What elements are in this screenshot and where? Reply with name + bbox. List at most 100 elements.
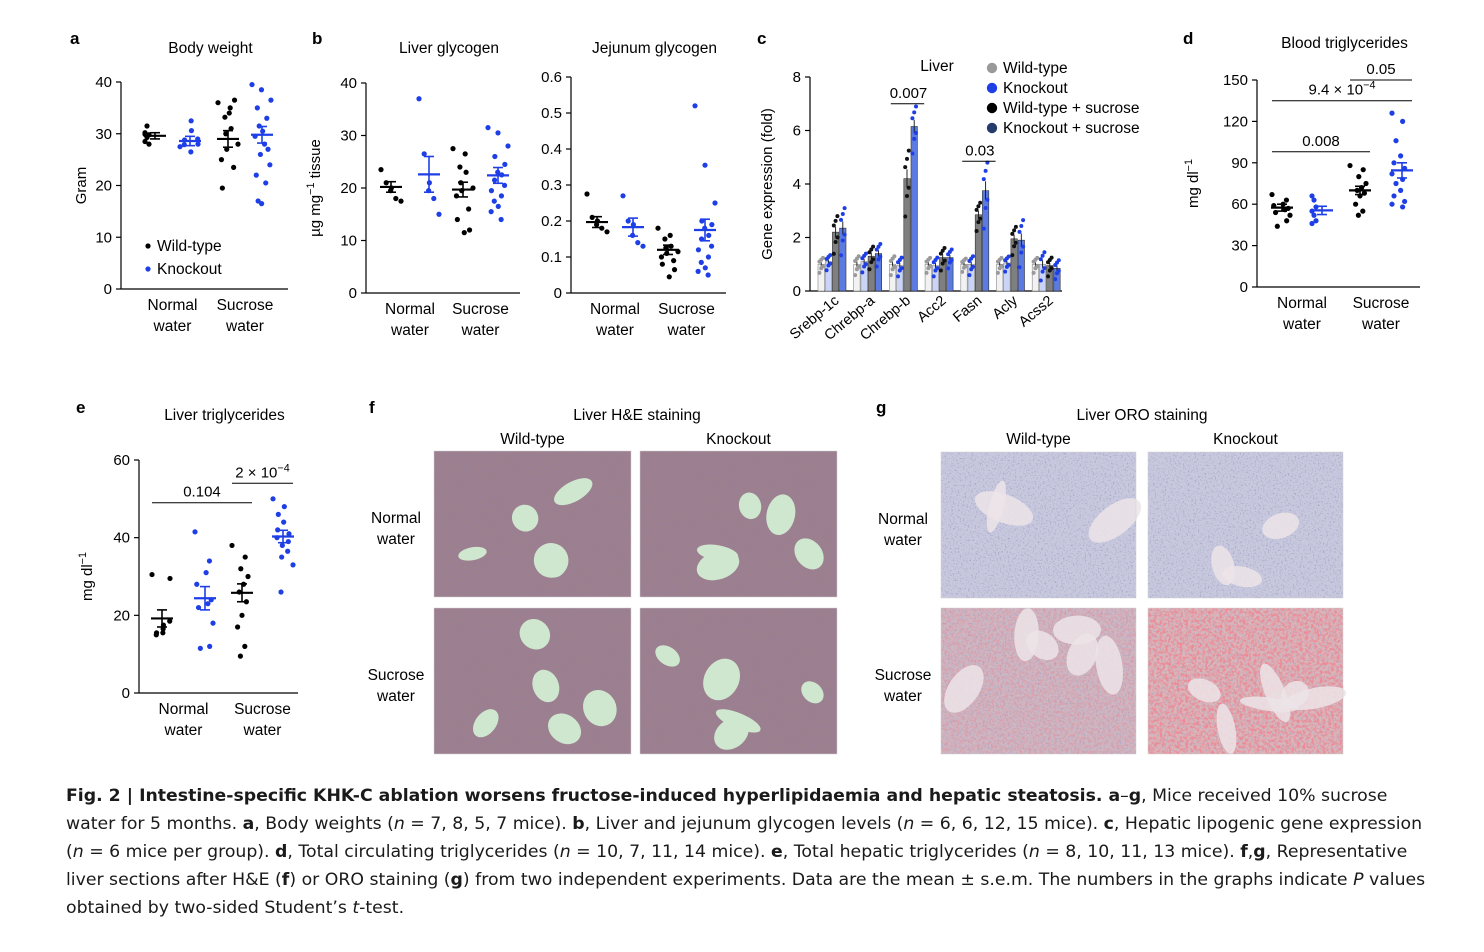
data-point: [1389, 201, 1395, 207]
data-point: [974, 207, 979, 212]
data-point: [495, 130, 501, 136]
data-point: [659, 261, 665, 267]
lipid-droplets: [1148, 608, 1343, 754]
y-tick-label: 0.1: [541, 249, 562, 266]
column-label: Knockout: [1213, 431, 1278, 448]
data-point: [160, 630, 166, 636]
data-point: [436, 211, 442, 217]
data-point: [878, 254, 883, 259]
data-point: [258, 87, 265, 93]
data-point: [1040, 269, 1045, 274]
data-point: [924, 270, 929, 275]
panel-b2: 0 0.1 0.2 0.3 0.4 0.5 0.6 Jejunum glycogen Norma…: [541, 40, 726, 339]
data-point: [265, 146, 271, 152]
data-point: [938, 268, 943, 273]
data-point: [840, 238, 845, 243]
vessel-lumen: [554, 478, 593, 506]
data-point: [817, 270, 822, 275]
tissue-texture: [640, 451, 837, 597]
group-label: water: [667, 322, 706, 339]
data-point: [835, 214, 840, 219]
y-tick-label: 40: [95, 74, 112, 91]
chart-title: Jejunum glycogen: [592, 40, 717, 57]
caption-segment: ) from two independent experiments. Data…: [462, 870, 1354, 890]
series-wild_type-0: [142, 123, 166, 147]
p-value-label: 0.007: [890, 85, 928, 102]
data-point: [229, 542, 235, 549]
chart-title: Blood triglycerides: [1281, 35, 1408, 52]
data-point: [1035, 264, 1040, 269]
data-point: [960, 269, 965, 274]
data-point: [235, 141, 241, 147]
data-point: [892, 254, 897, 259]
vessel-lumen: [519, 618, 551, 650]
data-point: [1053, 277, 1058, 282]
p-value-label: 2 × 10−4: [235, 462, 289, 481]
vessel-lumen: [1260, 663, 1291, 723]
y-axis-label: mg dl−1: [1183, 159, 1202, 208]
group-label: Sucrose: [658, 301, 715, 318]
micrograph-f-1-0: [433, 607, 632, 755]
data-point: [828, 261, 833, 266]
data-point: [259, 201, 265, 207]
group-label: water: [595, 322, 634, 339]
data-point: [279, 542, 285, 549]
data-point: [999, 255, 1004, 260]
data-point: [498, 216, 504, 223]
data-point: [863, 251, 868, 256]
data-point: [1019, 250, 1024, 255]
series-wild_type-1: [215, 97, 241, 191]
vessel-lumen: [1014, 608, 1039, 662]
group-label: water: [390, 322, 429, 339]
caption-segment: = 10, 7, 11, 14 mice).: [570, 842, 772, 862]
tile-border: [433, 607, 632, 755]
data-point: [853, 273, 858, 278]
vessel-lumen: [532, 669, 560, 703]
micrograph-g-0-1: [1147, 451, 1344, 599]
vessel-lumen: [1088, 498, 1142, 543]
panel-label: c: [757, 29, 766, 48]
y-tick-label: 30: [95, 126, 112, 143]
data-point: [450, 146, 456, 152]
y-tick-label: 30: [340, 128, 357, 145]
data-point: [275, 511, 281, 517]
data-point: [978, 216, 983, 221]
data-point: [702, 162, 708, 168]
data-point: [1283, 197, 1290, 203]
y-tick-label: 20: [113, 607, 130, 624]
data-point: [223, 131, 229, 137]
data-point: [1040, 253, 1045, 258]
group-label: Sucrose: [234, 701, 291, 718]
data-point: [1398, 153, 1404, 159]
data-point: [454, 216, 460, 223]
data-point: [662, 236, 668, 242]
vessel-lumen: [794, 538, 824, 570]
data-point: [210, 620, 216, 626]
data-point: [378, 167, 384, 173]
vessel-lumen: [1066, 633, 1099, 676]
caption-segment: –: [1120, 786, 1129, 806]
data-point: [206, 558, 213, 564]
p-value-label: 0.008: [1302, 133, 1340, 150]
data-point: [831, 251, 836, 256]
y-tick-label: 0: [122, 685, 130, 702]
data-point: [421, 151, 427, 157]
data-point: [485, 125, 491, 131]
data-point: [963, 256, 968, 261]
caption-segment: f: [1240, 842, 1248, 862]
y-axis-label: µg mg−1 tissue: [305, 139, 324, 237]
vessel-lumen: [1187, 678, 1221, 703]
data-point: [285, 548, 291, 554]
vessel-lumen: [547, 713, 582, 745]
chart-title: Liver triglycerides: [164, 407, 285, 424]
data-point: [702, 265, 708, 271]
data-point: [899, 266, 904, 271]
data-point: [498, 193, 505, 199]
data-point: [705, 272, 711, 278]
y-tick-label: 0: [104, 281, 112, 298]
caption-segment: a: [242, 814, 255, 834]
data-point: [695, 247, 702, 253]
data-point: [1012, 244, 1017, 249]
data-point: [983, 205, 988, 210]
